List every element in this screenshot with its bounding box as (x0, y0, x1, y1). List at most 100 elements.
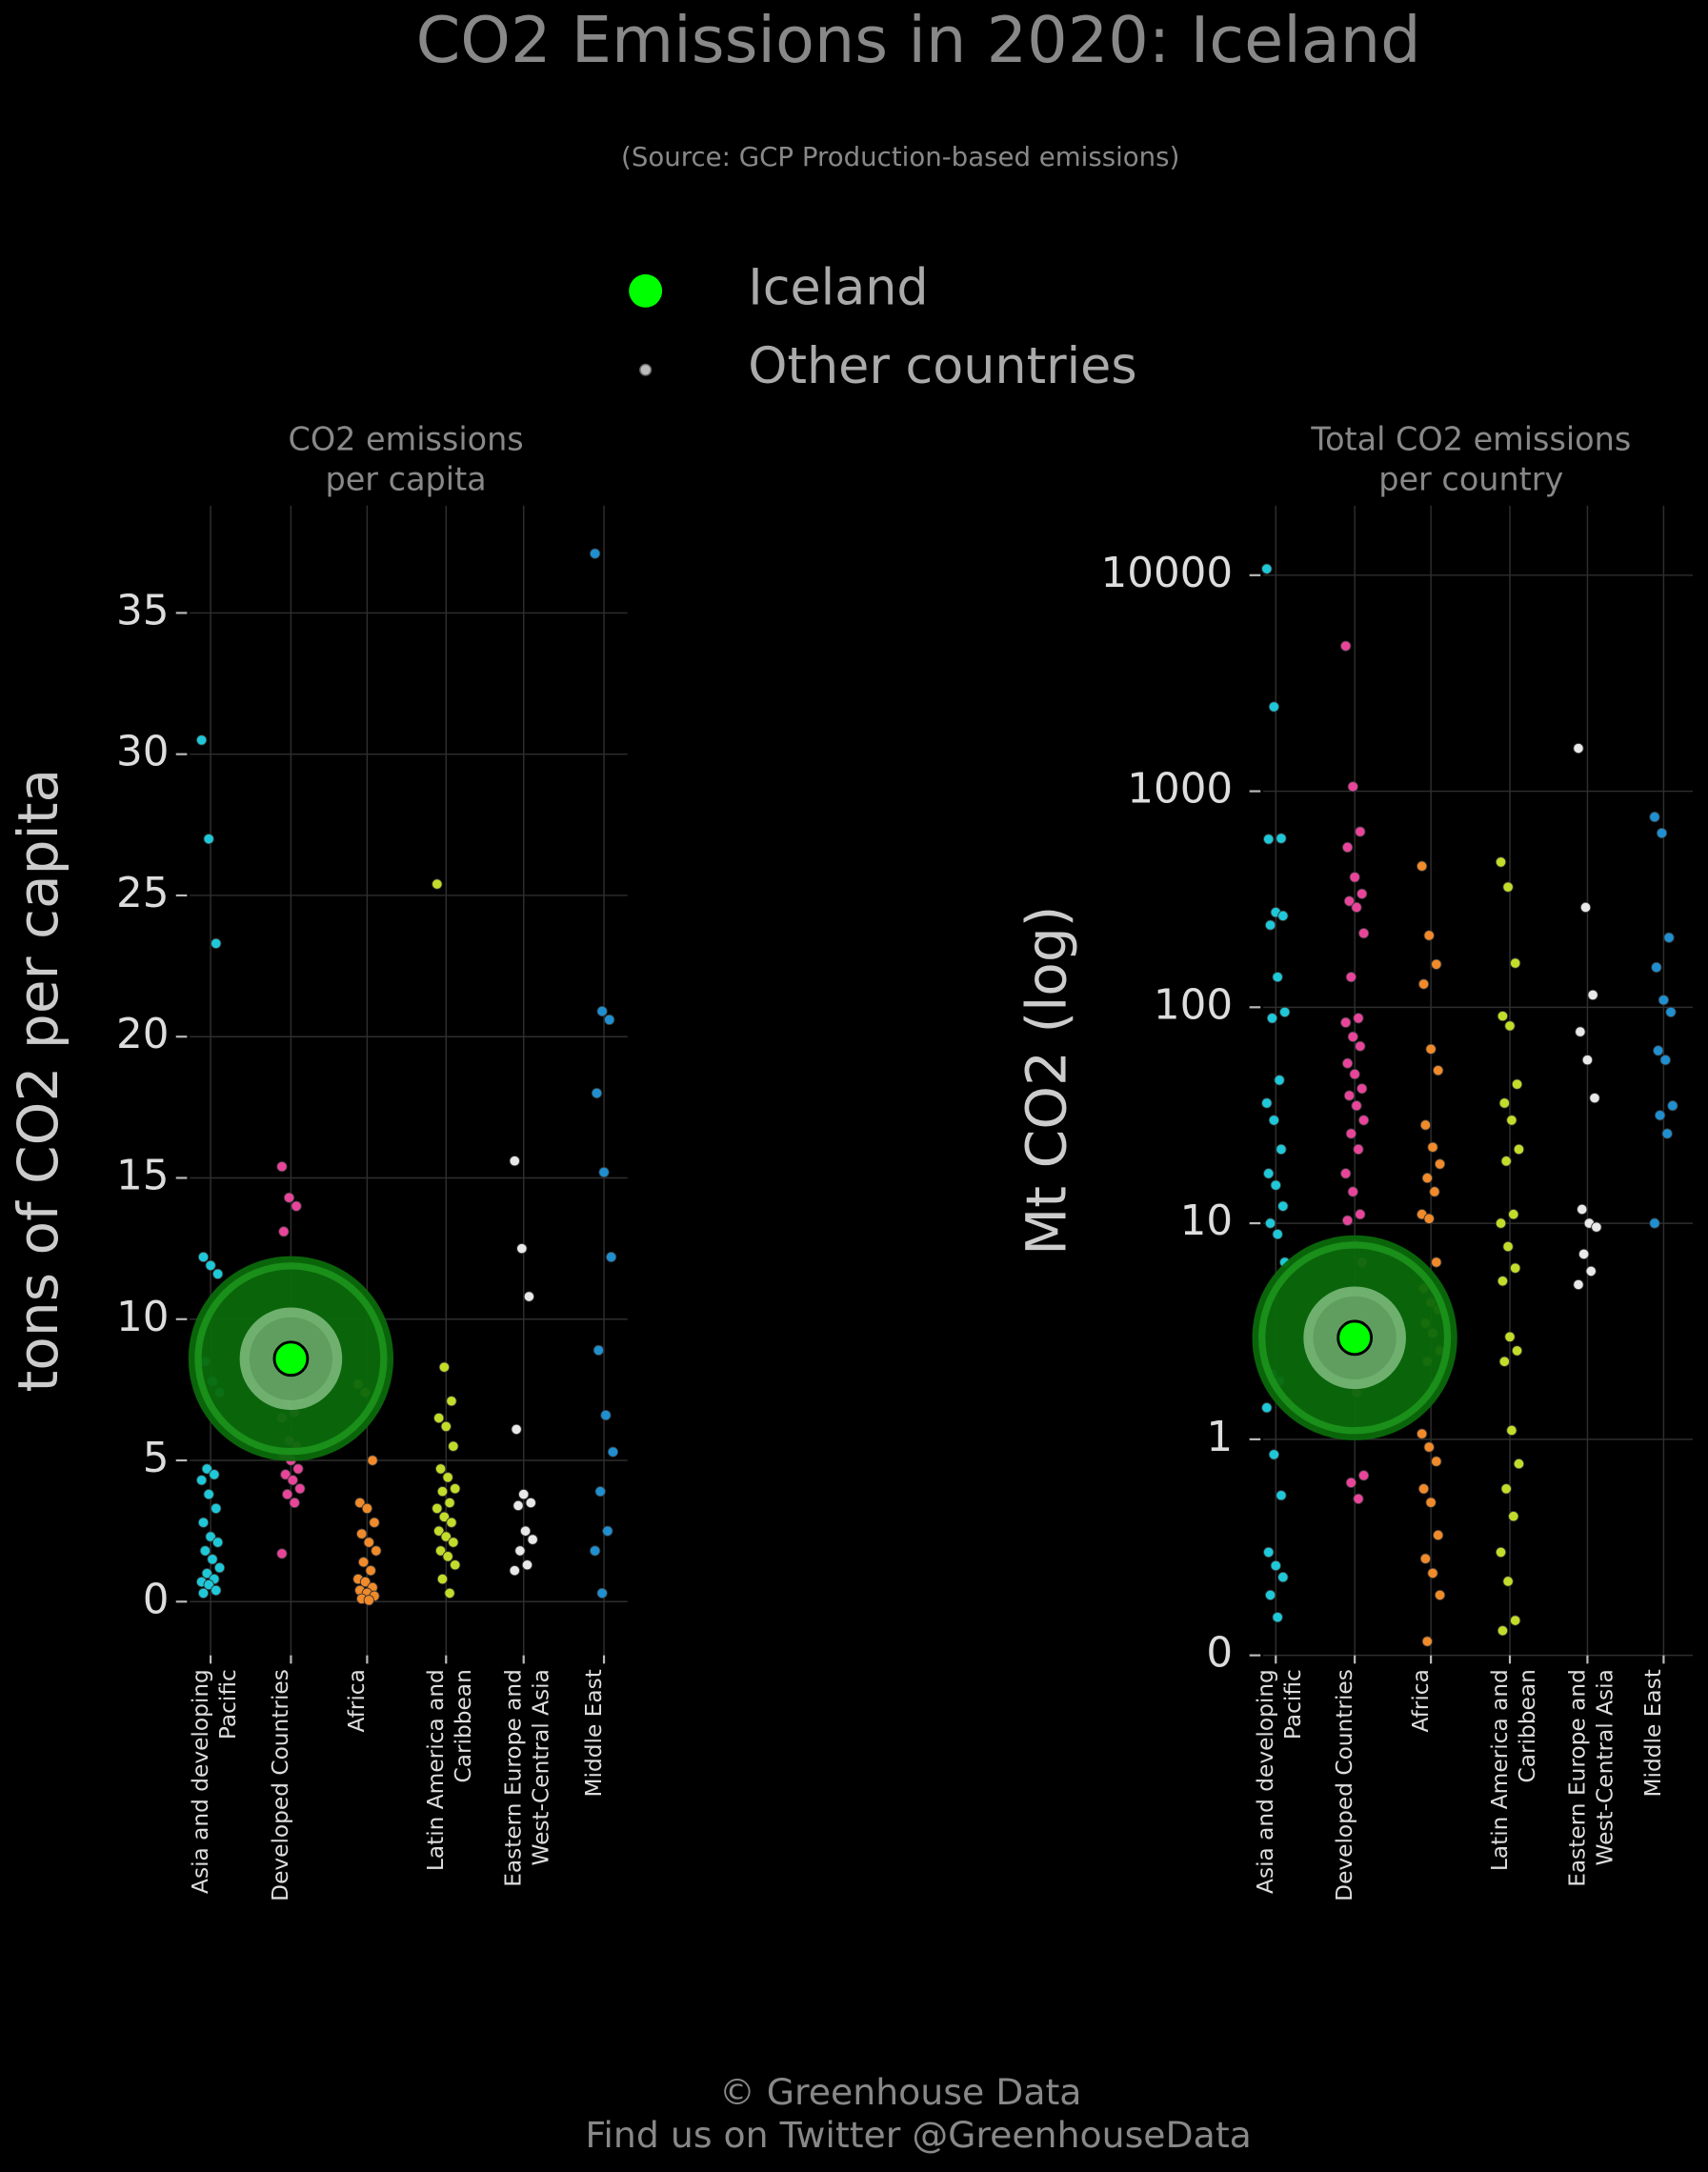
data-point (607, 1446, 619, 1458)
data-point (1261, 563, 1273, 574)
data-point (1277, 910, 1289, 922)
data-point (280, 1469, 291, 1480)
data-point (1351, 1100, 1362, 1112)
data-point (1506, 1424, 1517, 1437)
data-point (276, 1548, 288, 1559)
data-point (1341, 1215, 1354, 1226)
data-point (519, 1525, 532, 1537)
data-point (605, 1251, 617, 1263)
data-point (1577, 1248, 1590, 1260)
data-point (278, 1226, 290, 1237)
data-point (1591, 1221, 1602, 1233)
data-point (591, 1087, 603, 1099)
data-point (516, 1242, 528, 1255)
data-point (1504, 1331, 1516, 1342)
data-point (434, 1545, 447, 1557)
data-point (1427, 1141, 1438, 1153)
highlight-point (272, 1340, 310, 1378)
y-tick-label: 1000 (1127, 766, 1233, 814)
y-tick-label: 10000 (1100, 550, 1233, 597)
data-point (525, 1497, 536, 1509)
y-tick-label: 0 (1206, 1630, 1233, 1678)
data-point (527, 1534, 538, 1545)
data-point (440, 1531, 452, 1542)
legend-marker (629, 273, 663, 308)
data-point (1500, 1156, 1512, 1167)
data-point (446, 1396, 457, 1407)
y-tick-label: 10 (1180, 1197, 1233, 1245)
data-point (1351, 901, 1362, 914)
data-point (1649, 1217, 1660, 1229)
data-point (201, 1463, 212, 1475)
data-point (514, 1545, 526, 1557)
data-point (1272, 971, 1283, 983)
data-point (354, 1497, 366, 1509)
data-point (1502, 1240, 1514, 1253)
data-point (205, 1259, 216, 1272)
data-point (363, 1595, 374, 1606)
data-point (1431, 1257, 1442, 1268)
data-point (1589, 1092, 1600, 1104)
data-point (512, 1499, 524, 1512)
data-point (1577, 1203, 1588, 1216)
data-point (1264, 919, 1276, 931)
data-point (448, 1440, 459, 1452)
data-point (1355, 1209, 1366, 1220)
data-point (197, 1587, 210, 1599)
data-point (1431, 958, 1442, 970)
data-point (1585, 1265, 1597, 1277)
data-point (195, 734, 208, 746)
y-tick-label: 10 (116, 1294, 170, 1341)
data-point (1667, 1100, 1678, 1112)
data-point (1434, 1589, 1446, 1601)
data-point (1433, 1064, 1444, 1076)
data-point (1343, 1090, 1356, 1101)
data-point (593, 1344, 605, 1357)
data-point (442, 1472, 453, 1483)
data-point (276, 1160, 288, 1173)
footer: © Greenhouse Data (719, 2071, 1082, 2113)
data-point (369, 1517, 380, 1528)
data-point (1276, 1143, 1287, 1156)
data-point (1357, 1470, 1370, 1481)
data-point (203, 1579, 214, 1591)
data-point (444, 1587, 455, 1599)
data-point (1573, 1278, 1584, 1291)
data-point (1272, 1228, 1283, 1240)
x-tick-label: Middle East (580, 1669, 606, 1797)
data-point (1276, 1490, 1287, 1501)
y-tick-label: 5 (143, 1435, 170, 1482)
legend-label: Other countries (748, 337, 1136, 395)
data-point (211, 1537, 224, 1548)
data-point (1417, 1428, 1428, 1439)
data-point (1653, 1045, 1664, 1056)
data-point (1345, 1128, 1357, 1139)
data-point (1495, 1546, 1507, 1559)
subtitle: (Source: GCP Production-based emissions) (621, 141, 1179, 172)
data-point (357, 1557, 370, 1568)
data-point (1270, 1179, 1281, 1191)
data-point (1573, 742, 1584, 754)
data-point (1347, 781, 1358, 793)
data-point (1497, 1010, 1509, 1022)
data-point (1431, 1456, 1442, 1467)
data-point (359, 1576, 372, 1588)
data-point (1355, 826, 1366, 837)
data-point (432, 878, 443, 890)
highlight-point (1336, 1319, 1374, 1357)
data-point (1345, 1477, 1357, 1489)
data-point (213, 1562, 226, 1574)
data-point (356, 1528, 368, 1539)
data-point (197, 1251, 210, 1263)
data-point (589, 548, 601, 559)
x-tick-label: Developed Countries (1331, 1669, 1356, 1901)
data-point (1261, 1097, 1273, 1109)
data-point (1343, 895, 1356, 907)
data-point (1421, 1636, 1434, 1647)
data-point (1340, 1016, 1352, 1029)
data-point (1417, 860, 1428, 872)
data-point (1511, 1078, 1523, 1090)
data-point (1349, 872, 1360, 883)
data-point (1495, 1217, 1507, 1229)
